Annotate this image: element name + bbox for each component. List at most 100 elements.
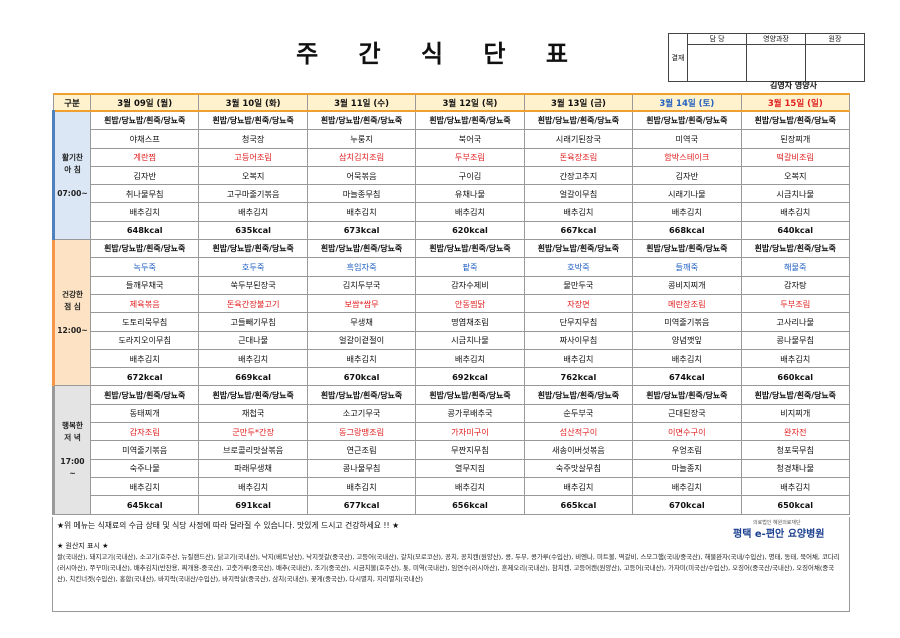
menu-item: 호두죽	[198, 257, 308, 277]
menu-item: 콩나물무침	[306, 458, 417, 478]
menu-item: 배추김치	[632, 348, 742, 369]
signature	[805, 44, 865, 82]
menu-row: 활기찬 아 침 07:00~ 흰밥/당뇨밥/흰죽/당뇨죽 흰밥/당뇨밥/흰죽/당뇨죽 흰밥…	[52, 110, 851, 241]
menu-item: 청경채나물	[740, 458, 851, 478]
menu-item: 가자미구이	[415, 422, 525, 442]
meal-label-line: 12:00~	[57, 325, 88, 335]
kcal: 691kcal	[198, 495, 308, 515]
kcal-row: 645kcal 691kcal 677kcal 656kcal 665kcal 670kc…	[54, 495, 851, 515]
origin-text: 쌀(국내산), 돼지고기(국내산), 소고기(호주산, 뉴질랜드산), 닭고기(…	[57, 553, 840, 583]
kcal: 673kcal	[306, 220, 417, 241]
menu-item: 배추김치	[415, 476, 525, 497]
menu-item: 콩비지찌개	[632, 275, 742, 295]
menu-item: 완자전	[740, 422, 851, 442]
menu-item: 오복지	[740, 165, 851, 186]
menu-item: 배추김치	[89, 476, 200, 497]
approval-side: 결재	[668, 33, 688, 82]
menu-item: 배추김치	[632, 202, 742, 222]
menu-item: 함박스테이크	[632, 147, 742, 167]
kcal: 635kcal	[198, 220, 308, 241]
menu-item: 근대된장국	[632, 403, 742, 424]
menu-item: 배추김치	[415, 202, 525, 222]
day-header: 3월 09일 (월)	[89, 93, 200, 112]
menu-item: 흰밥/당뇨밥/흰죽/당뇨죽	[415, 239, 525, 259]
kcal: 660kcal	[740, 367, 851, 387]
approval-label: 영양과장	[746, 33, 806, 45]
day-header: 3월 10일 (화)	[198, 93, 308, 112]
menu-item: 간장고추지	[523, 165, 634, 186]
signature	[687, 44, 747, 82]
menu-item: 숙주나물	[89, 458, 200, 478]
menu-item: 두부조림	[740, 293, 851, 314]
menu-item: 군만두*간장	[198, 422, 308, 442]
menu-item: 재첩국	[198, 403, 308, 424]
menu-item: 비지찌개	[740, 403, 851, 424]
menu-item: 안동찜닭	[415, 293, 525, 314]
menu-item: 소고기무국	[306, 403, 417, 424]
kcal: 656kcal	[415, 495, 525, 515]
menu-item: 흑임자죽	[306, 257, 417, 277]
menu-item: 시금치나물	[415, 330, 525, 350]
menu-item: 명엽채조림	[415, 312, 525, 332]
menu-item: 얼갈이무침	[523, 184, 634, 204]
menu-row: 녹두죽 호두죽 흑임자죽 팥죽 호박죽 들깨죽 해물죽	[54, 257, 851, 277]
menu-item: 콩가루배추국	[415, 403, 525, 424]
menu-item: 파래무생채	[198, 458, 308, 478]
meal-label-line: ~	[69, 468, 76, 478]
menu-item: 미역줄기볶음	[89, 440, 200, 460]
menu-item: 동그랑땡조림	[306, 422, 417, 442]
menu-item: 흰밥/당뇨밥/흰죽/당뇨죽	[198, 239, 308, 259]
title: 주 간 식 단 표	[296, 40, 584, 68]
kcal-row: 648kcal 635kcal 673kcal 620kcal 667kcal 668kc…	[54, 220, 851, 241]
menu-item: 시금치나물	[740, 184, 851, 204]
menu-row: 숙주나물 파래무생채 콩나물무침 열무지짐 숙주맛살무침 마늘종지 청경채나물	[54, 458, 851, 478]
note: ★위 메뉴는 식재료의 수급 상태 및 식당 사정에 따라 달라질 수 있습니다…	[57, 521, 400, 530]
menu-item: 배추김치	[306, 202, 417, 222]
menu-item: 자장면	[523, 293, 634, 314]
meal-label-line: 아 침	[64, 164, 81, 174]
day-header: 3월 12일 (목)	[415, 93, 525, 112]
menu-item: 흰밥/당뇨밥/흰죽/당뇨죽	[306, 110, 417, 131]
logo-subtitle: 의료법인 혜원의료재단	[753, 520, 801, 526]
menu-item: 고들빼기무침	[198, 312, 308, 332]
menu-item: 흰밥/당뇨밥/흰죽/당뇨죽	[198, 385, 308, 405]
menu-item: 배추김치	[89, 202, 200, 222]
day-header: 3월 14일 (토)	[632, 93, 742, 112]
menu-item: 두부조림	[415, 147, 525, 167]
meal-label-line	[57, 176, 90, 188]
meal-label-line: 07:00~	[57, 188, 88, 198]
menu-item: 섭산적구이	[523, 422, 634, 442]
menu-item: 김자반	[89, 165, 200, 186]
menu-item: 도토리묵무침	[89, 312, 200, 332]
menu-item: 흰밥/당뇨밥/흰죽/당뇨죽	[89, 385, 200, 405]
corner: 구분	[53, 93, 91, 112]
menu-item: 팥죽	[415, 257, 525, 277]
meal-label-line	[57, 444, 90, 456]
menu-item: 배추김치	[198, 476, 308, 497]
menu-item: 보쌈*쌈무	[306, 293, 417, 314]
menu-item: 배추김치	[306, 476, 417, 497]
menu-item: 흰밥/당뇨밥/흰죽/당뇨죽	[198, 110, 308, 131]
menu-item: 근대나물	[198, 330, 308, 350]
menu-row: 제육볶음 돈육간장불고기 보쌈*쌈무 안동찜닭 자장면 메란장조림 두부조림	[54, 293, 851, 314]
day-header: 3월 11일 (수)	[306, 93, 417, 112]
menu-item: 흰밥/당뇨밥/흰죽/당뇨죽	[415, 110, 525, 131]
kcal: 762kcal	[523, 367, 634, 387]
menu-row: 계란찜 고등어조림 삼치김치조림 두부조림 돈육장조림 함박스테이크 떡갈비조림	[54, 147, 851, 167]
menu-item: 취나물무침	[89, 184, 200, 204]
menu-item: 무짠지무침	[415, 440, 525, 460]
menu-item: 고구마줄기볶음	[198, 184, 308, 204]
menu-item: 콩나물무침	[740, 330, 851, 350]
menu-item: 배추김치	[89, 348, 200, 369]
signature	[746, 44, 806, 82]
menu-item: 구이김	[415, 165, 525, 186]
menu-item: 단무지무침	[523, 312, 634, 332]
kcal: 677kcal	[306, 495, 417, 515]
menu-row: 건강한 점 심 12:00~ 흰밥/당뇨밥/흰죽/당뇨죽 흰밥/당뇨밥/흰죽/당뇨죽 흰밥…	[52, 239, 851, 387]
menu-item: 새송이버섯볶음	[523, 440, 634, 460]
kcal: 669kcal	[198, 367, 308, 387]
menu-item: 김치두부국	[306, 275, 417, 295]
day-header: 3월 15일 (일)	[740, 93, 851, 112]
dietitian: 김영자 영양사	[770, 81, 817, 90]
menu-item: 배추김치	[523, 202, 634, 222]
